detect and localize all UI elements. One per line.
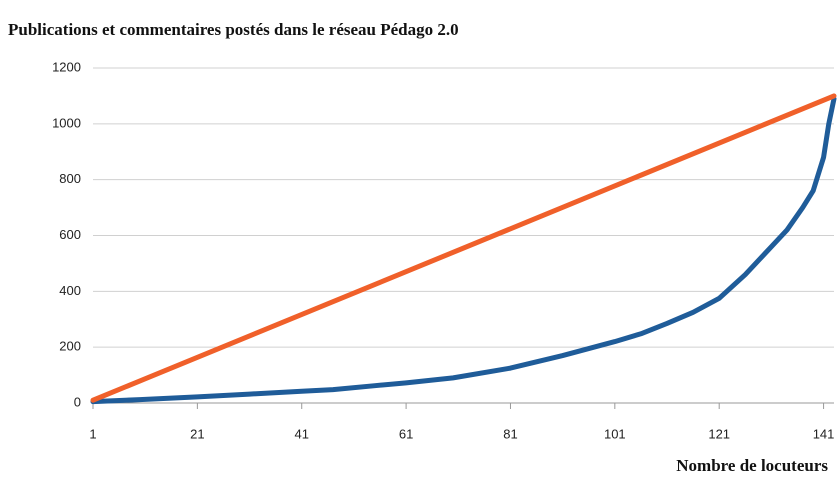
x-tick-label: 141: [813, 426, 835, 441]
x-tick-label: 41: [294, 426, 308, 441]
chart-title: Publications et commentaires postés dans…: [8, 20, 459, 39]
y-tick-label: 1200: [52, 59, 81, 74]
y-tick-label: 600: [59, 227, 81, 242]
x-tick-label: 21: [190, 426, 204, 441]
data-line: [90, 96, 837, 405]
y-tick-label: 200: [59, 339, 81, 354]
data-line: [90, 93, 837, 403]
x-tick-label: 81: [503, 426, 517, 441]
x-tick-label: 121: [708, 426, 730, 441]
x-tick-label: 1: [89, 426, 96, 441]
y-tick-label: 400: [59, 283, 81, 298]
y-tick-label: 800: [59, 171, 81, 186]
y-tick-label: 0: [74, 394, 81, 409]
x-tick-label: 101: [604, 426, 626, 441]
x-tick-label: 61: [399, 426, 413, 441]
y-tick-label: 1000: [52, 115, 81, 130]
x-axis-label: Nombre de locuteurs: [676, 456, 828, 475]
